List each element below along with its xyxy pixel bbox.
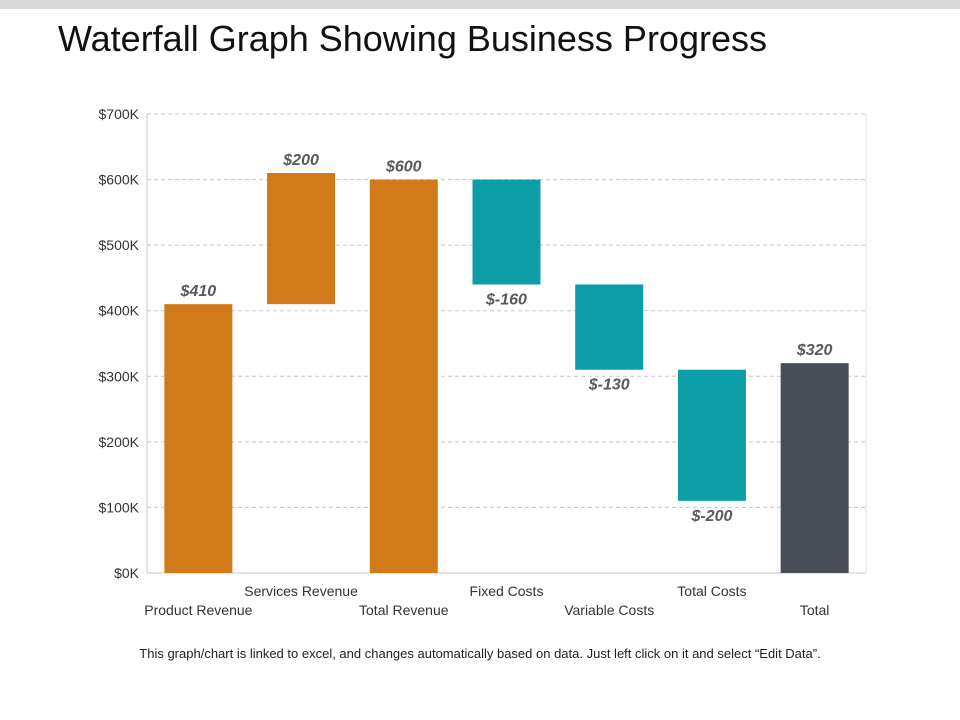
data-label: $-160 [485, 291, 527, 308]
x-category-label: Total [800, 602, 830, 618]
y-tick-label: $0K [114, 565, 140, 581]
bar-variable-costs[interactable] [575, 284, 644, 370]
data-label: $410 [180, 283, 217, 300]
bar-services-revenue[interactable] [267, 173, 336, 305]
bar-total-costs[interactable] [677, 369, 746, 501]
top-bar [0, 0, 960, 9]
x-category-label: Services Revenue [244, 583, 358, 599]
label-layer: $0K $100K $200K $300K $400K $500K $600K $700K $4… [99, 106, 833, 618]
bar-total[interactable] [780, 363, 849, 573]
data-label: $-130 [588, 377, 630, 394]
bar-fixed-costs[interactable] [472, 179, 541, 285]
x-category-label: Fixed Costs [470, 583, 544, 599]
bar-product-revenue[interactable] [164, 304, 233, 573]
y-tick-label: $400K [99, 303, 140, 319]
bar-total-revenue[interactable] [369, 179, 438, 574]
page-title: Waterfall Graph Showing Business Progres… [58, 18, 767, 59]
y-tick-label: $600K [99, 172, 140, 188]
data-label: $-200 [690, 508, 732, 525]
y-tick-label: $500K [99, 237, 140, 253]
y-tick-label: $700K [99, 106, 140, 122]
y-tick-label: $300K [99, 368, 140, 384]
x-category-label: Product Revenue [144, 602, 252, 618]
y-tick-label: $200K [99, 434, 140, 450]
x-category-label: Total Revenue [359, 602, 449, 618]
data-label: $320 [796, 342, 833, 359]
x-category-label: Variable Costs [564, 602, 654, 618]
bar-layer [164, 173, 849, 574]
data-label: $600 [385, 159, 422, 176]
footnote: This graph/chart is linked to excel, and… [139, 646, 821, 661]
y-tick-label: $100K [99, 499, 140, 515]
data-label: $200 [282, 152, 319, 169]
x-category-label: Total Costs [677, 583, 746, 599]
